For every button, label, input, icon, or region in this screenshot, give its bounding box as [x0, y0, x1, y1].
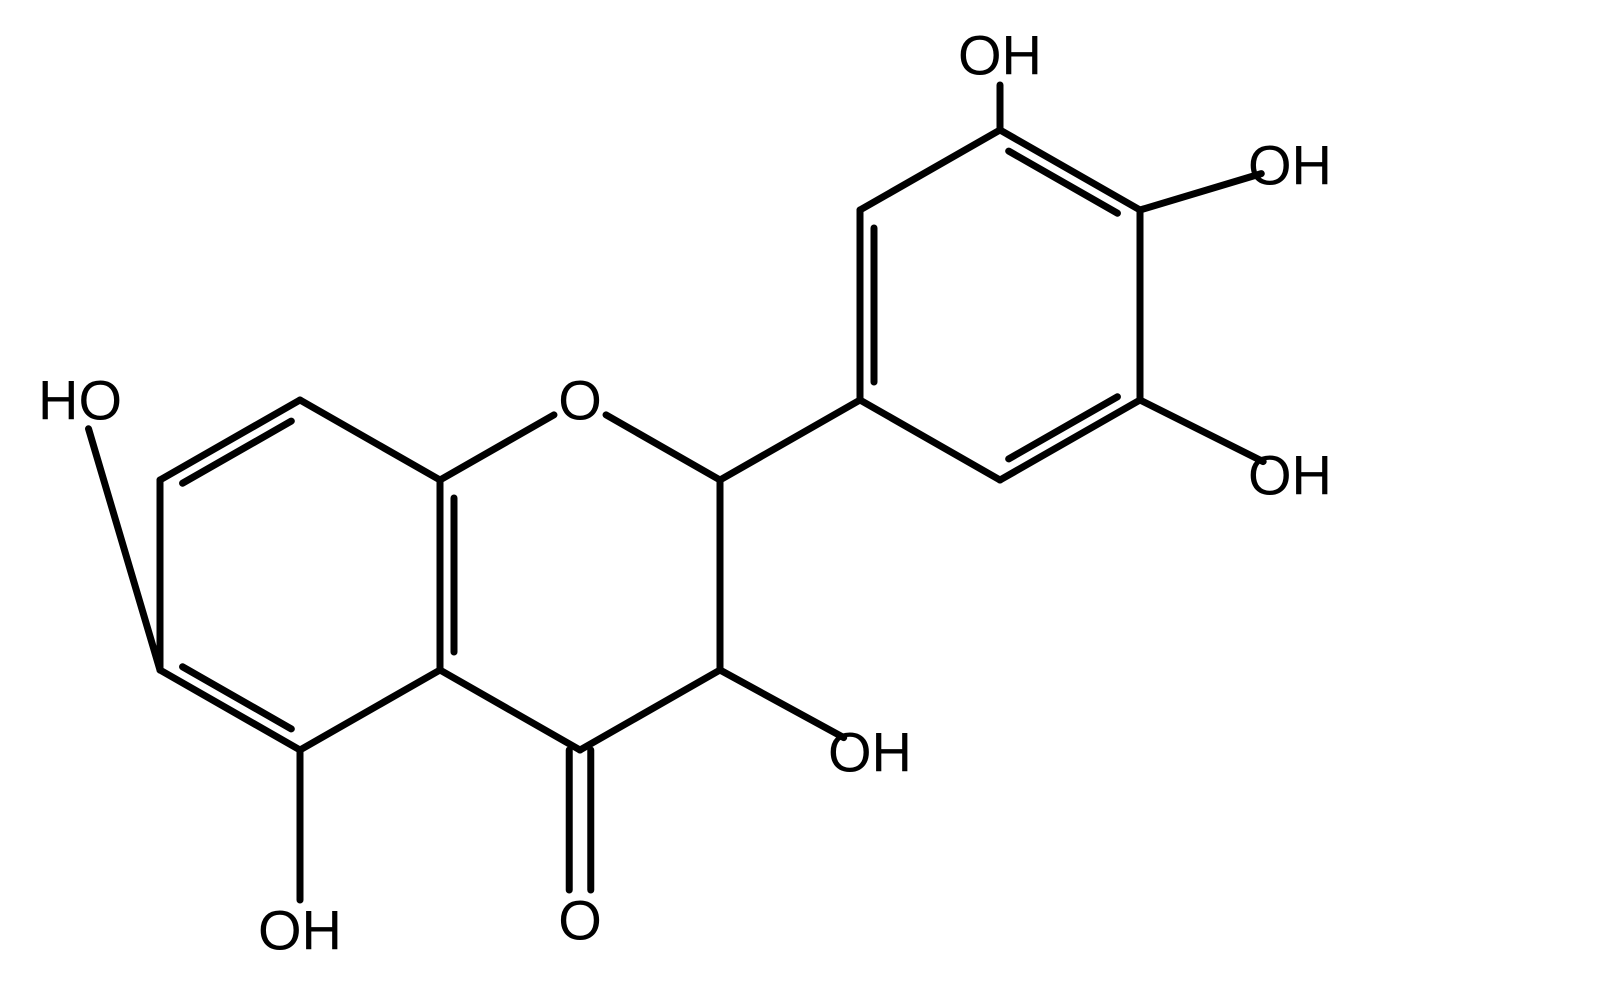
bond-line — [720, 670, 844, 738]
bond-line — [1140, 400, 1263, 462]
bond-line — [440, 670, 580, 750]
atom-label: OH — [958, 24, 1042, 87]
bond-line — [183, 667, 292, 729]
bond-line — [580, 670, 720, 750]
bond-line — [160, 400, 300, 480]
atom-label: OH — [258, 899, 342, 962]
bond-line — [183, 421, 292, 483]
bond-line — [89, 429, 160, 670]
bond-line — [1000, 400, 1140, 480]
bond-line — [606, 415, 720, 480]
bond-line — [860, 130, 1000, 210]
bond-line — [1140, 174, 1261, 210]
bond-line — [440, 415, 554, 480]
atom-label: O — [558, 889, 602, 952]
atom-label: O — [558, 369, 602, 432]
bond-line — [720, 400, 860, 480]
atom-label: OH — [1248, 444, 1332, 507]
bond-line — [300, 400, 440, 480]
chemical-structure-diagram: O O HO OH OH OH OH OH — [0, 0, 1600, 1000]
atom-label: OH — [828, 721, 912, 784]
bond-line — [1000, 130, 1140, 210]
bond-line — [300, 670, 440, 750]
atom-label: OH — [1248, 134, 1332, 197]
bond-line — [1009, 397, 1118, 459]
bond-line — [860, 400, 1000, 480]
bond-line — [1009, 151, 1118, 213]
atom-label: HO — [38, 369, 122, 432]
bond-line — [160, 670, 300, 750]
